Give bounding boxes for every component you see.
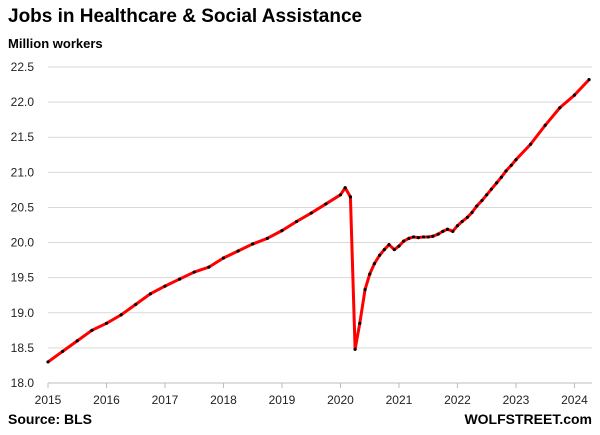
data-point xyxy=(309,211,313,215)
data-point xyxy=(338,193,343,197)
y-tick-label: 21.0 xyxy=(11,165,35,179)
data-point xyxy=(528,142,533,146)
data-point xyxy=(343,186,347,190)
data-point xyxy=(90,328,94,332)
y-tick-label: 18.0 xyxy=(11,376,35,390)
data-point xyxy=(587,78,591,82)
data-point xyxy=(353,347,357,351)
data-point xyxy=(485,193,489,197)
x-axis-ticks: 2015 2016 2017 2018 2019 2020 2021 2022 2023 2024 xyxy=(35,383,588,407)
data-point xyxy=(392,247,396,252)
data-point xyxy=(358,321,362,325)
data-point xyxy=(416,236,420,240)
data-point xyxy=(572,93,577,97)
data-point xyxy=(445,227,450,231)
data-point xyxy=(348,195,353,199)
series-line xyxy=(47,78,591,364)
data-point xyxy=(514,158,518,162)
x-tick-label: 2020 xyxy=(327,393,354,407)
data-point xyxy=(119,313,123,317)
data-point xyxy=(475,204,479,208)
y-axis-ticks: 22.5 22.0 21.5 21.0 20.5 20.0 19.5 19.0 18.5 18.0 xyxy=(11,60,35,390)
data-point xyxy=(295,219,299,224)
data-point xyxy=(495,181,499,185)
x-tick-label: 2017 xyxy=(152,393,179,407)
data-point xyxy=(368,272,372,276)
data-point xyxy=(61,349,65,353)
data-point xyxy=(411,235,416,239)
data-point xyxy=(134,302,138,306)
data-point xyxy=(402,239,406,243)
y-tick-label: 20.0 xyxy=(11,236,35,250)
data-point xyxy=(441,229,445,233)
data-point xyxy=(75,339,79,343)
data-point xyxy=(480,198,484,203)
source-label: Source: BLS xyxy=(8,411,93,427)
y-tick-label: 22.0 xyxy=(11,95,35,109)
x-tick-label: 2024 xyxy=(561,393,588,407)
data-point xyxy=(251,242,255,246)
data-point xyxy=(207,265,211,269)
data-point xyxy=(192,270,196,274)
data-point xyxy=(465,215,470,219)
y-tick-label: 19.5 xyxy=(11,271,35,285)
data-point xyxy=(265,236,269,240)
x-tick-label: 2015 xyxy=(35,393,62,407)
data-point xyxy=(163,284,167,288)
x-tick-label: 2021 xyxy=(386,393,413,407)
x-tick-label: 2019 xyxy=(269,393,296,407)
data-point xyxy=(387,243,391,247)
brand-label: WOLFSTREET.com xyxy=(464,411,592,427)
data-point xyxy=(460,219,464,224)
data-point xyxy=(104,321,109,325)
data-point xyxy=(382,247,386,252)
data-point xyxy=(378,253,382,257)
data-point xyxy=(509,163,513,167)
data-point xyxy=(451,229,455,233)
data-point xyxy=(324,202,328,206)
x-tick-label: 2018 xyxy=(210,393,237,407)
data-point xyxy=(148,292,152,296)
data-point xyxy=(499,175,503,179)
data-point xyxy=(543,123,547,127)
y-tick-label: 18.5 xyxy=(11,341,35,355)
data-point xyxy=(363,288,367,292)
gridlines xyxy=(48,66,592,384)
chart-title: Jobs in Healthcare & Social Assistance xyxy=(8,6,363,27)
y-tick-label: 20.5 xyxy=(11,200,35,214)
data-point xyxy=(280,229,284,233)
data-point xyxy=(558,106,562,110)
y-tick-label: 22.5 xyxy=(11,60,35,74)
data-point xyxy=(431,234,435,238)
data-point xyxy=(426,235,430,239)
y-tick-label: 19.0 xyxy=(11,306,35,320)
chart-subtitle: Million workers xyxy=(8,36,103,51)
x-tick-label: 2023 xyxy=(503,393,530,407)
series-line-path xyxy=(47,78,591,364)
data-point xyxy=(372,262,376,266)
y-tick-label: 21.5 xyxy=(11,130,35,144)
data-point xyxy=(455,224,460,228)
data-point xyxy=(436,232,440,236)
data-point xyxy=(236,249,240,253)
data-point xyxy=(178,277,182,281)
x-tick-label: 2016 xyxy=(93,393,120,407)
data-points xyxy=(46,78,591,364)
data-point xyxy=(504,169,508,173)
x-tick-label: 2022 xyxy=(444,393,471,407)
data-point xyxy=(407,236,411,240)
data-point xyxy=(46,360,50,364)
data-point xyxy=(421,235,426,239)
data-point xyxy=(397,244,401,248)
data-point xyxy=(489,187,493,191)
data-point xyxy=(221,256,226,260)
data-point xyxy=(470,210,474,214)
